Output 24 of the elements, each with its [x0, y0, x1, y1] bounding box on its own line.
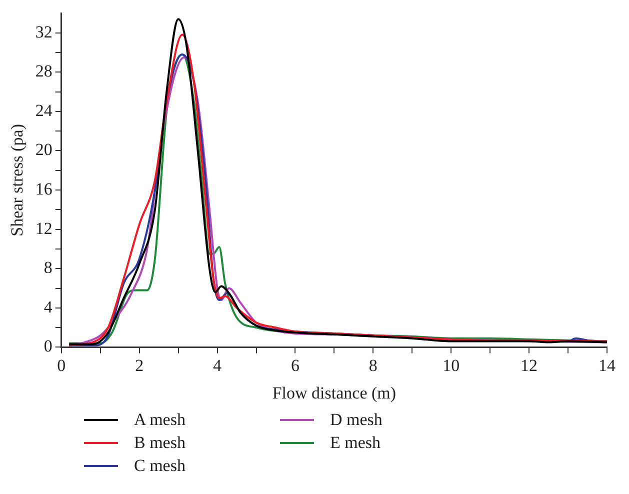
- legend-label: E mesh: [330, 432, 381, 452]
- legend-label: C mesh: [134, 456, 186, 476]
- y-axis-title: Shear stress (pa): [8, 124, 27, 236]
- x-tick-label: 0: [57, 356, 66, 375]
- y-tick-label: 8: [44, 258, 52, 278]
- x-tick-label: 12: [520, 356, 538, 375]
- x-tick-label: 6: [290, 356, 300, 375]
- legend-label: B mesh: [134, 432, 186, 452]
- y-tick-label: 28: [35, 62, 52, 81]
- y-tick-label: 16: [35, 179, 52, 198]
- y-tick-label: 20: [35, 140, 52, 160]
- x-tick-label: 14: [598, 356, 616, 375]
- x-tick-label: 4: [213, 356, 222, 375]
- x-tick-label: 2: [135, 356, 144, 375]
- x-axis-title: Flow distance (m): [272, 383, 396, 402]
- x-tick-label: 10: [442, 356, 460, 375]
- legend-label: D mesh: [330, 410, 382, 430]
- y-tick-label: 24: [35, 100, 53, 120]
- y-tick-label: 32: [35, 22, 52, 42]
- y-tick-label: 4: [44, 297, 53, 316]
- y-tick-label: 12: [35, 218, 52, 238]
- x-tick-label: 8: [368, 356, 378, 375]
- legend-label: A mesh: [134, 410, 186, 430]
- y-tick-label: 0: [44, 336, 52, 356]
